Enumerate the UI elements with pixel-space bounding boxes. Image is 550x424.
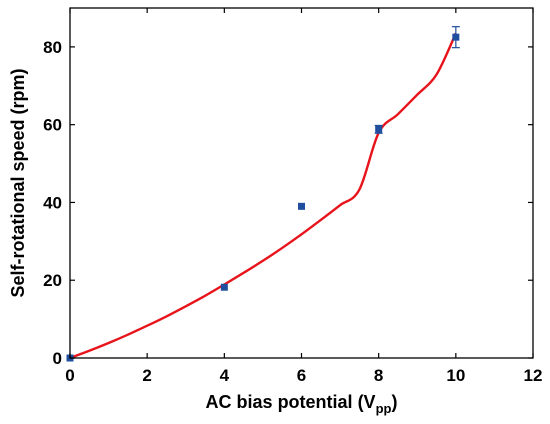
axis-ticks: 0 2 4 6 8 10 12 0 20 40 60 80	[43, 8, 542, 385]
x-axis-title-close: )	[391, 392, 397, 412]
axes-frame	[69, 7, 534, 359]
y-axis-title: Self-rotational speed (rpm)	[8, 68, 28, 297]
y-tick-label: 80	[43, 38, 62, 57]
y-tick-label: 0	[53, 349, 62, 368]
data-point	[375, 125, 383, 133]
fit-curve	[69, 32, 457, 360]
data-point	[452, 33, 460, 41]
x-axis-title-main: AC bias potential (V	[206, 392, 376, 412]
x-tick-label: 6	[297, 366, 306, 385]
x-tick-label: 4	[220, 366, 230, 385]
y-tick-label: 40	[43, 193, 62, 212]
x-tick-label: 0	[65, 366, 74, 385]
y-tick-label: 20	[43, 271, 62, 290]
y-tick-label: 60	[43, 116, 62, 135]
plot-area	[66, 26, 460, 362]
x-axis-title-subscript: pp	[376, 401, 392, 416]
x-axis-title: AC bias potential (Vpp)	[206, 392, 398, 416]
x-tick-label: 2	[142, 366, 151, 385]
x-tick-label: 12	[524, 366, 543, 385]
x-tick-label: 10	[446, 366, 465, 385]
x-tick-label: 8	[374, 366, 383, 385]
data-point	[220, 283, 228, 291]
data-point	[298, 202, 305, 210]
